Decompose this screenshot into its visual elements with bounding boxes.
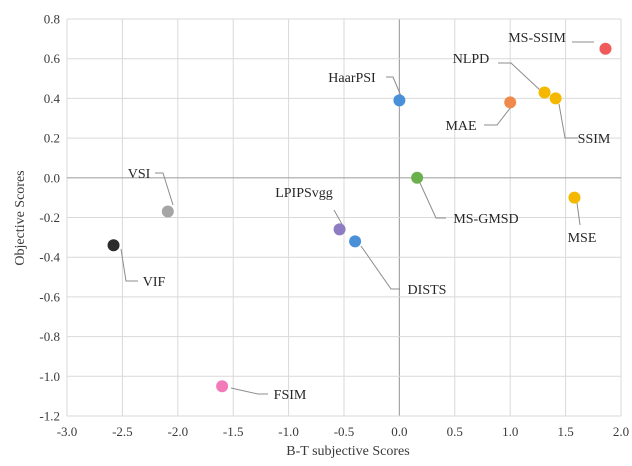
point-fsim [216, 380, 229, 393]
leader-line-mse [576, 202, 581, 226]
y-tick-label: -1.0 [39, 369, 60, 384]
y-axis-title: Objective Scores [13, 170, 28, 265]
leader-line-ssim [558, 103, 578, 139]
point-label-vif: VIF [143, 275, 166, 290]
x-tick-label: 1.5 [557, 424, 573, 439]
point-label-haarpsi: HaarPSI [328, 71, 376, 86]
point-label-ms-gmsd: MS-GMSD [453, 212, 518, 227]
grid-layer [66, 18, 622, 417]
x-tick-label: 0.5 [447, 424, 463, 439]
leader-line-dists [360, 245, 400, 290]
x-tick-label: -3.0 [57, 424, 78, 439]
y-tick-label: 0.6 [44, 51, 61, 66]
x-tick-label: 2.0 [613, 424, 629, 439]
point-mae [504, 96, 517, 109]
point-label-mae: MAE [445, 119, 476, 134]
point-label-dists: DISTS [408, 283, 447, 298]
axis-layer: -3.0 -2.5 -2.0 -1.5 -1.0 -0.5 0.0 0.5 1.0 1.5 2.0 0… [39, 12, 629, 440]
point-lpipsvgg [333, 223, 346, 236]
leader-line-haarpsi [386, 76, 402, 97]
leader-line-lpipsvgg [333, 209, 344, 227]
y-tick-label: 0.8 [44, 12, 60, 27]
x-tick-label: 1.0 [502, 424, 518, 439]
x-tick-label: -1.5 [223, 424, 244, 439]
y-tick-label: -0.6 [39, 289, 60, 304]
point-nlpd [538, 86, 551, 99]
point-label-mse: MSE [568, 231, 597, 246]
y-tick-label: 0.4 [44, 91, 61, 106]
point-label-ms-ssim: MS-SSIM [508, 31, 566, 46]
point-label-nlpd: NLPD [453, 52, 490, 67]
leader-line-vsi [155, 172, 174, 206]
x-tick-label: 0.0 [391, 424, 407, 439]
point-layer [107, 42, 612, 393]
leader-line-nlpd [498, 62, 542, 92]
leader-line-ms-gmsd [419, 182, 446, 219]
point-label-fsim: FSIM [274, 388, 307, 403]
point-label-lpipsvgg: LPIPSvgg [275, 186, 333, 201]
y-tick-label: -0.2 [39, 210, 60, 225]
point-vif [107, 239, 120, 252]
point-dists [349, 235, 362, 248]
leader-line-mae [484, 106, 512, 126]
x-tick-label: -1.0 [278, 424, 299, 439]
point-ssim [549, 92, 562, 105]
y-tick-label: -0.8 [39, 329, 60, 344]
x-axis-title: B-T subjective Scores [286, 444, 409, 459]
point-ms-gmsd [411, 171, 424, 184]
y-tick-label: 0.0 [44, 170, 60, 185]
point-label-ssim: SSIM [578, 132, 611, 147]
point-ms-ssim [599, 42, 612, 55]
point-vsi [161, 205, 174, 218]
point-label-vsi: VSI [128, 167, 151, 182]
leader-line-fsim [230, 387, 268, 395]
x-tick-label: -2.5 [112, 424, 133, 439]
point-mse [568, 191, 581, 204]
x-tick-label: -0.5 [334, 424, 355, 439]
point-haarpsi [393, 94, 406, 107]
y-tick-label: -1.2 [39, 409, 60, 424]
leader-line-vif [120, 248, 138, 282]
y-tick-label: 0.2 [44, 131, 60, 146]
y-tick-label: -0.4 [39, 250, 60, 265]
leader-line-layer [120, 41, 594, 395]
point-label-layer: MS-SSIM NLPD SSIM MAE HaarPSI MS-GMSD MSE VSI LP… [128, 31, 611, 403]
x-tick-label: -2.0 [168, 424, 189, 439]
